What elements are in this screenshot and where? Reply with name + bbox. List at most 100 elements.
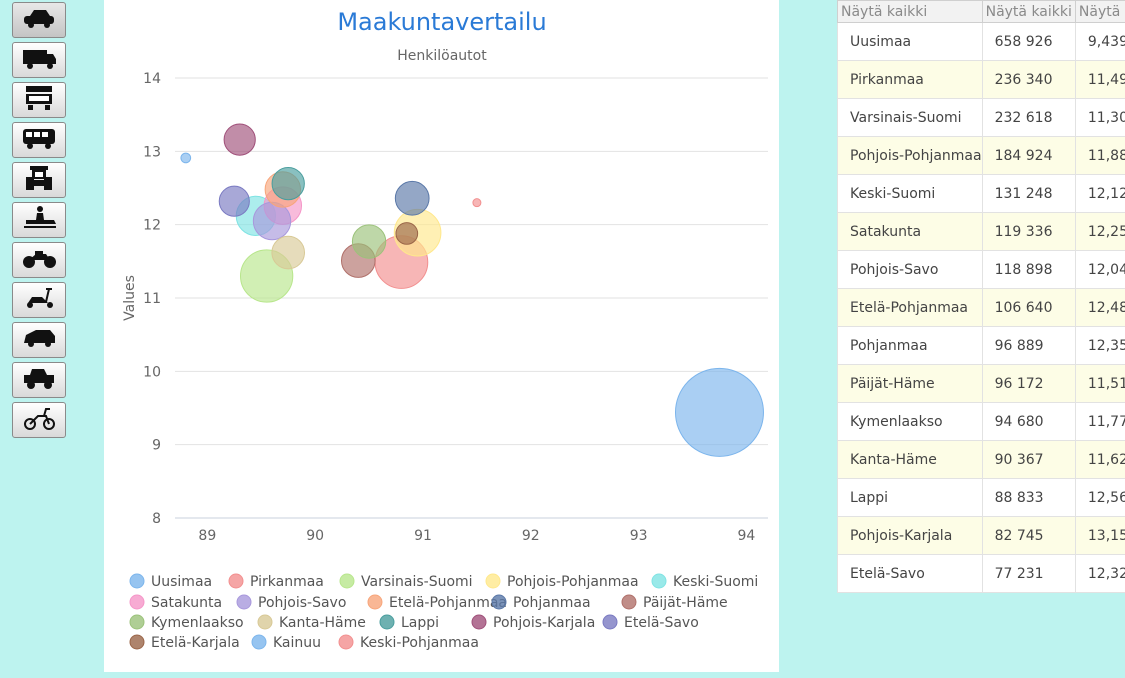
vehicle-button-car[interactable]: [12, 2, 66, 38]
x-tick-label: 94: [738, 528, 756, 544]
vehicle-count-cell: 118 898: [981, 250, 1076, 289]
table-row[interactable]: Etelä-Pohjanmaa 106 640 12,48: [837, 288, 1125, 327]
x-tick-label: 92: [522, 528, 540, 544]
legend-item[interactable]: Päijät-Häme: [621, 594, 728, 611]
bus-icon: [20, 125, 58, 155]
legend-label: Pohjois-Karjala: [493, 615, 595, 631]
region-name-cell: Etelä-Savo: [837, 554, 983, 593]
legend-item[interactable]: Pirkanmaa: [228, 573, 324, 590]
legend-label: Etelä-Pohjanmaa: [389, 595, 507, 611]
legend-label: Kymenlaakso: [151, 615, 244, 631]
vehicle-count-cell: 82 745: [981, 516, 1076, 555]
bubble-lappi[interactable]: [271, 166, 305, 201]
legend-label: Etelä-Savo: [624, 615, 699, 631]
bubble-pohjanmaa[interactable]: [394, 180, 430, 216]
truck-icon: [20, 85, 58, 115]
legend-item[interactable]: Pohjois-Karjala: [471, 614, 595, 631]
legend-item[interactable]: Kanta-Häme: [257, 614, 366, 631]
vehicle-button-offroad-car[interactable]: [12, 362, 66, 398]
legend-item[interactable]: Kymenlaakso: [129, 614, 244, 631]
legend-item[interactable]: Etelä-Pohjanmaa: [367, 594, 507, 611]
vehicle-button-bus[interactable]: [12, 122, 66, 158]
show-all-filter-name[interactable]: Näytä kaikki: [837, 0, 983, 23]
legend-item[interactable]: Pohjanmaa: [491, 594, 591, 611]
vehicle-count-cell: 184 924: [981, 136, 1076, 175]
vehicle-count-cell: 96 172: [981, 364, 1076, 403]
legend-item[interactable]: Etelä-Karjala: [129, 634, 240, 651]
vehicle-count-cell: 96 889: [981, 326, 1076, 365]
bubble-etelä-karjala[interactable]: [395, 222, 419, 245]
legend-item[interactable]: Keski-Pohjanmaa: [338, 634, 479, 651]
bubble-pohjois-karjala[interactable]: [223, 123, 256, 156]
bubble-etelä-savo[interactable]: [218, 185, 250, 217]
vehicle-button-scooter[interactable]: [12, 282, 66, 318]
bubble-uusimaa[interactable]: [674, 367, 764, 457]
average-age-cell: 12,564: [1074, 478, 1125, 517]
legend-item[interactable]: Lappi: [379, 614, 439, 631]
bubble-kanta-häme[interactable]: [271, 235, 306, 270]
legend-label: Varsinais-Suomi: [361, 574, 473, 590]
legend-item[interactable]: Keski-Suomi: [651, 573, 758, 590]
vehicle-button-tractor[interactable]: [12, 162, 66, 198]
legend-item[interactable]: Uusimaa: [129, 573, 212, 590]
van-icon: [20, 45, 58, 75]
average-age-cell: 11,491: [1074, 60, 1125, 99]
legend-item[interactable]: Kainuu: [251, 634, 321, 651]
region-name-cell: Pohjois-Pohjanmaa: [837, 136, 983, 175]
vehicle-count-cell: 131 248: [981, 174, 1076, 213]
bubble-keski-pohjanmaa[interactable]: [472, 198, 482, 208]
x-tick-label: 90: [306, 528, 324, 544]
legend-item[interactable]: Pohjois-Savo: [236, 594, 346, 611]
average-age-cell: 9,439: [1074, 22, 1125, 61]
legend-label: Pohjois-Savo: [258, 595, 346, 611]
show-all-filter-count[interactable]: Näytä kaikki: [981, 0, 1076, 23]
vehicle-button-moped[interactable]: [12, 402, 66, 438]
vehicle-button-truck[interactable]: [12, 82, 66, 118]
vehicle-count-cell: 106 640: [981, 288, 1076, 327]
tractor-icon: [20, 165, 58, 195]
data-table-wrapper: Näytä kaikki Näytä kaikki Näytä kaikki U…: [837, 0, 1125, 593]
bubble-kainuu[interactable]: [180, 152, 192, 164]
region-name-cell: Kymenlaakso: [837, 402, 983, 441]
bubble-pohjois-savo[interactable]: [252, 201, 292, 241]
legend-item[interactable]: Satakunta: [129, 594, 222, 611]
region-name-cell: Etelä-Pohjanmaa: [837, 288, 983, 327]
average-age-cell: 12,047: [1074, 250, 1125, 289]
table-header-row: Näytä kaikki Näytä kaikki Näytä kaikki: [837, 0, 1125, 23]
table-row[interactable]: Uusimaa 658 926 9,439: [837, 22, 1125, 61]
legend-label: Uusimaa: [151, 574, 212, 590]
region-name-cell: Pohjois-Karjala: [837, 516, 983, 555]
region-name-cell: Varsinais-Suomi: [837, 98, 983, 137]
legend-marker: [129, 594, 145, 610]
legend-item[interactable]: Varsinais-Suomi: [339, 573, 473, 590]
legend-marker: [485, 573, 501, 589]
y-tick-label: 14: [143, 71, 161, 87]
car-icon: [20, 5, 58, 35]
average-age-cell: 12,256: [1074, 212, 1125, 251]
legend-item[interactable]: Pohjois-Pohjanmaa: [485, 573, 639, 590]
legend-item[interactable]: Etelä-Savo: [602, 614, 699, 631]
vehicle-button-snowmobile[interactable]: [12, 202, 66, 238]
table-row[interactable]: Kanta-Häme 90 367 11,62: [837, 440, 1125, 479]
bubble-kymenlaakso[interactable]: [351, 224, 387, 259]
vehicle-button-motorcycle[interactable]: [12, 242, 66, 278]
show-all-filter-age[interactable]: Näytä kaikki: [1074, 0, 1125, 23]
vehicle-button-compact-car[interactable]: [12, 322, 66, 358]
chart-subtitle: Henkilöautot: [397, 48, 487, 64]
scooter-icon: [20, 285, 58, 315]
vehicle-button-van[interactable]: [12, 42, 66, 78]
